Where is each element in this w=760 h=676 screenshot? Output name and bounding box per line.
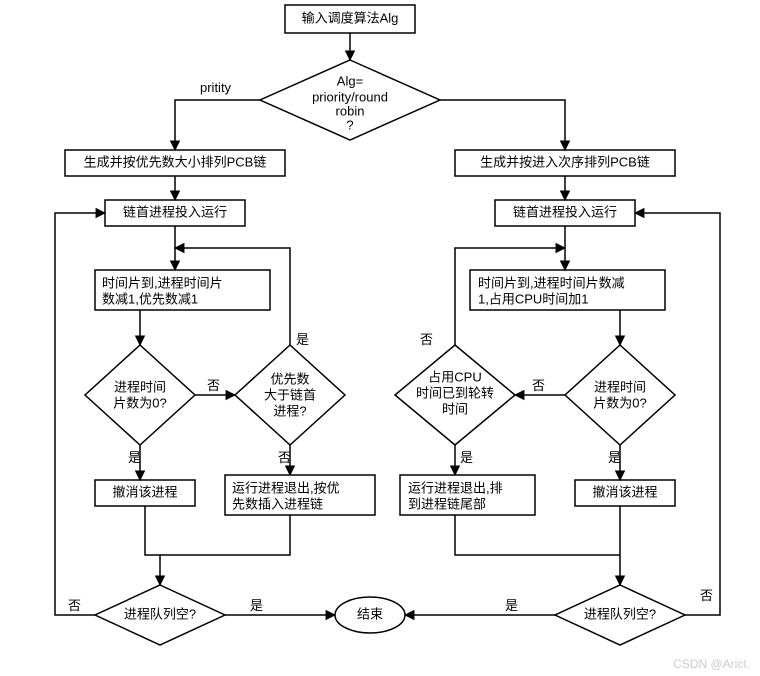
node-slice-zero-right-l2: 片数为0?	[593, 395, 646, 410]
watermark: CSDN @AricI.	[673, 657, 750, 671]
label-n17-no: 否	[68, 598, 81, 613]
node-tick-right-l2: 1,占用CPU时间加1	[478, 291, 589, 306]
node-cpu-time-reached-l1: 占用CPU	[428, 369, 481, 384]
node-slice-zero-left-l1: 进程时间	[114, 379, 166, 394]
label-n18-no: 否	[700, 588, 713, 603]
label-n10-yes: 是	[296, 332, 309, 347]
label-n12-yes: 是	[608, 450, 621, 465]
label-n17-yes: 是	[250, 598, 263, 613]
node-slice-zero-right-l1: 进程时间	[594, 379, 646, 394]
node-exit-to-tail-l2: 到进程链尾部	[408, 496, 486, 511]
node-cpu-time-reached-l3: 时间	[442, 401, 468, 416]
node-priority-gt-head-l2: 大于链首	[264, 387, 316, 402]
label-n10-no: 否	[278, 450, 291, 465]
node-exit-to-tail-l1: 运行进程退出,排	[408, 480, 503, 495]
node-priority-gt-head-l3: 进程?	[273, 403, 306, 418]
label-n11-yes: 是	[460, 450, 473, 465]
node-alg-decision-l2: priority/round	[312, 89, 388, 104]
label-pritity: pritity	[200, 80, 232, 95]
node-queue-empty-right-label: 进程队列空?	[584, 606, 656, 621]
node-cancel-right-label: 撤消该进程	[592, 484, 657, 499]
label-n9-no: 否	[207, 378, 220, 393]
node-tick-left-l1: 时间片到,进程时间片	[102, 275, 223, 290]
node-exit-insert-priority-l1: 运行进程退出,按优	[232, 480, 340, 495]
node-exit-insert-priority-l2: 先数插入进程链	[232, 496, 323, 511]
node-end-label: 结束	[357, 606, 383, 621]
node-alg-decision-l4: ?	[346, 117, 353, 132]
node-run-head-right-label: 链首进程投入运行	[513, 204, 617, 219]
node-tick-right-l1: 时间片到,进程时间片数减	[478, 275, 625, 290]
node-alg-decision-l1: Alg=	[337, 73, 363, 88]
node-cancel-left-label: 撤消该进程	[112, 484, 177, 499]
node-queue-empty-left-label: 进程队列空?	[124, 606, 196, 621]
node-priority-gt-head-l1: 优先数	[270, 371, 309, 386]
label-n11-no: 否	[420, 332, 433, 347]
node-slice-zero-left-l2: 片数为0?	[113, 395, 166, 410]
node-tick-left-l2: 数减1,优先数减1	[102, 291, 198, 306]
node-run-head-left-label: 链首进程投入运行	[123, 204, 227, 219]
node-gen-priority-pcb-label: 生成并按优先数大小排列PCB链	[84, 154, 267, 169]
label-n18-yes: 是	[505, 598, 518, 613]
node-cpu-time-reached-l2: 时间已到轮转	[416, 385, 494, 400]
node-input-alg-label: 输入调度算法Alg	[302, 10, 399, 25]
label-n12-no: 否	[532, 378, 545, 393]
label-n9-yes: 是	[128, 450, 141, 465]
node-alg-decision-l3: robin	[336, 103, 365, 118]
node-gen-rr-pcb-label: 生成并按进入次序排列PCB链	[480, 154, 650, 169]
